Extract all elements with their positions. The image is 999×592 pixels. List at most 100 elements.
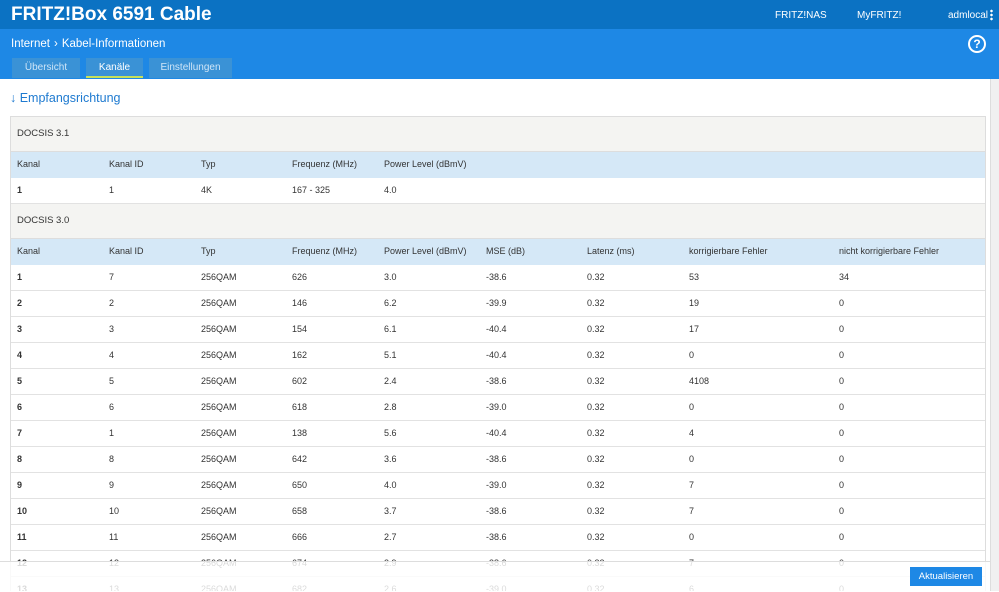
header-row: Kanal Kanal ID Typ Frequenz (MHz) Power Leve… bbox=[11, 152, 985, 178]
column-header: Kanal ID bbox=[109, 159, 144, 169]
tab[interactable]: Übersicht bbox=[12, 58, 80, 78]
column-header: Typ bbox=[201, 159, 216, 169]
cell: 0.32 bbox=[587, 298, 605, 308]
cell: 0.32 bbox=[587, 324, 605, 334]
footer: Aktualisieren bbox=[0, 561, 990, 592]
table-row: 7 1 256QAM 138 5.6 -40.4 0.32 4 0 bbox=[11, 421, 985, 447]
cell: 138 bbox=[292, 428, 308, 438]
table-row: 4 4 256QAM 162 5.1 -40.4 0.32 0 0 bbox=[11, 343, 985, 369]
menu-icon[interactable] bbox=[990, 9, 993, 21]
cell: 0 bbox=[839, 506, 845, 516]
cell: 4K bbox=[201, 185, 213, 195]
table-row: 2 2 256QAM 146 6.2 -39.9 0.32 19 0 bbox=[11, 291, 985, 317]
cell: 9 bbox=[109, 480, 115, 490]
refresh-button[interactable]: Aktualisieren bbox=[910, 567, 982, 586]
cell: 3 bbox=[109, 324, 115, 334]
cell: -38.6 bbox=[486, 506, 507, 516]
cell: -40.4 bbox=[486, 350, 507, 360]
content: ↓ Empfangsrichtung DOCSIS 3.1 Kanal Kanal … bbox=[0, 79, 990, 591]
cell: 11 bbox=[109, 532, 119, 542]
cell: 0 bbox=[839, 402, 845, 412]
cell: 602 bbox=[292, 376, 308, 386]
crumb[interactable]: Internet bbox=[11, 38, 50, 50]
cell: 7 bbox=[689, 506, 695, 516]
cell: 0.32 bbox=[587, 350, 605, 360]
cell: 256QAM bbox=[201, 376, 237, 386]
cell: 17 bbox=[689, 324, 700, 334]
cell: 1 bbox=[109, 428, 115, 438]
cell: -38.6 bbox=[486, 272, 507, 282]
cell: 2.8 bbox=[384, 402, 397, 412]
cell: 0 bbox=[839, 532, 845, 542]
cell: -40.4 bbox=[486, 428, 507, 438]
help-icon[interactable]: ? bbox=[968, 35, 986, 53]
cell: 0.32 bbox=[587, 272, 605, 282]
cell: 256QAM bbox=[201, 454, 237, 464]
cell: 3.6 bbox=[384, 454, 397, 464]
cell: 0.32 bbox=[587, 480, 605, 490]
cell: 666 bbox=[292, 532, 308, 542]
breadcrumb: Internet › Kabel-Informationen bbox=[11, 38, 165, 50]
column-header: Kanal bbox=[17, 159, 41, 169]
cell: 6.1 bbox=[384, 324, 397, 334]
cell: 256QAM bbox=[201, 428, 237, 438]
column-header: MSE (dB) bbox=[486, 246, 526, 256]
cell: 256QAM bbox=[201, 324, 237, 334]
cell: 167 - 325 bbox=[292, 185, 331, 195]
crumb-sep: › bbox=[54, 38, 58, 50]
scrollbar[interactable] bbox=[990, 79, 999, 591]
cell: -38.6 bbox=[486, 532, 507, 542]
user-link[interactable]: admlocal bbox=[948, 10, 989, 21]
cell: 256QAM bbox=[201, 298, 237, 308]
cell: 0 bbox=[839, 298, 845, 308]
cell: 642 bbox=[292, 454, 308, 464]
cell: 4 bbox=[17, 350, 23, 360]
table-row: 6 6 256QAM 618 2.8 -39.0 0.32 0 0 bbox=[11, 395, 985, 421]
cell: 5.1 bbox=[384, 350, 397, 360]
cell: 1 bbox=[17, 185, 23, 195]
cell: 0.32 bbox=[587, 506, 605, 516]
cell: 0.32 bbox=[587, 376, 605, 386]
cell: 3.7 bbox=[384, 506, 397, 516]
cell: -38.6 bbox=[486, 376, 507, 386]
cell: 2.7 bbox=[384, 532, 397, 542]
top-bar: FRITZ!Box 6591 Cable FRITZ!NAS MyFRITZ! … bbox=[0, 0, 999, 29]
cell: 618 bbox=[292, 402, 308, 412]
cell: 0 bbox=[839, 324, 845, 334]
nav-link[interactable]: FRITZ!NAS bbox=[775, 10, 827, 21]
section-title: DOCSIS 3.0 bbox=[11, 204, 985, 239]
cell: 7 bbox=[109, 272, 115, 282]
column-header: Latenz (ms) bbox=[587, 246, 635, 256]
column-header: Frequenz (MHz) bbox=[292, 159, 358, 169]
nav-link[interactable]: MyFRITZ! bbox=[857, 10, 902, 21]
cell: 6 bbox=[17, 402, 23, 412]
column-header: korrigierbare Fehler bbox=[689, 246, 768, 256]
cell: -39.0 bbox=[486, 402, 507, 412]
cell: 650 bbox=[292, 480, 308, 490]
tab[interactable]: Einstellungen bbox=[149, 58, 232, 78]
cell: 4 bbox=[109, 350, 115, 360]
cell: -39.9 bbox=[486, 298, 507, 308]
cell: 0 bbox=[839, 376, 845, 386]
cell: 9 bbox=[17, 480, 23, 490]
sub-bar: Internet › Kabel-Informationen ? Übersicht… bbox=[0, 29, 999, 79]
cell: 5 bbox=[17, 376, 23, 386]
cell: -38.6 bbox=[486, 454, 507, 464]
table-row: 11 11 256QAM 666 2.7 -38.6 0.32 0 0 bbox=[11, 525, 985, 551]
cell: 146 bbox=[292, 298, 308, 308]
column-header: Typ bbox=[201, 246, 216, 256]
cell: 256QAM bbox=[201, 350, 237, 360]
cell: 0 bbox=[689, 532, 695, 542]
cell: 4108 bbox=[689, 376, 710, 386]
heading: ↓ Empfangsrichtung bbox=[10, 91, 121, 105]
cell: 2 bbox=[109, 298, 115, 308]
cell: 10 bbox=[109, 506, 120, 516]
cell: 4 bbox=[689, 428, 695, 438]
cell: 0 bbox=[689, 402, 695, 412]
cell: 0 bbox=[839, 454, 845, 464]
cell: 0 bbox=[839, 350, 845, 360]
column-header: nicht korrigierbare Fehler bbox=[839, 246, 940, 256]
cell: 11 bbox=[17, 532, 27, 542]
cell: 0 bbox=[689, 454, 695, 464]
tab[interactable]: Kanäle bbox=[86, 58, 143, 78]
